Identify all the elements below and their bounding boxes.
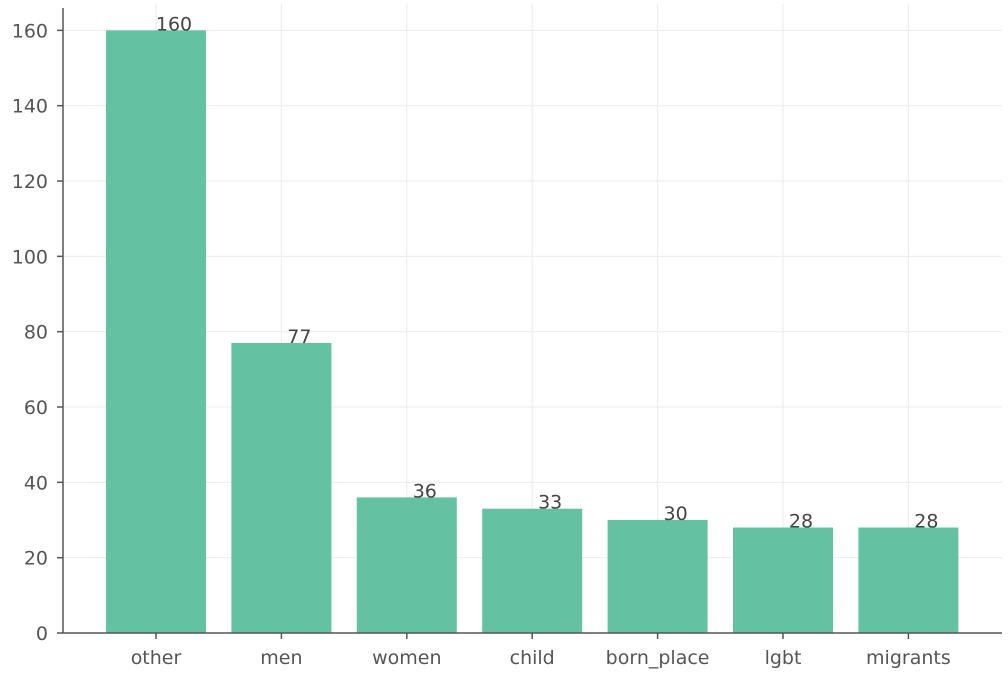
labels: 0 20 40 60 80 100 120 140 160 160 other 77 men 36 wome… [12,13,951,669]
bar-child [482,508,583,633]
bar-other [106,30,206,633]
y-tick-label: 160 [12,20,48,42]
bar-value-label: 28 [789,511,813,533]
y-tick-label: 20 [24,548,48,570]
bar-value-label: 33 [538,492,562,514]
bar-lgbt [733,527,833,633]
y-tick-label: 40 [24,472,48,494]
bar-value-label: 77 [287,326,311,348]
y-tick-label: 100 [12,246,48,268]
bar-value-label: 36 [413,480,437,502]
y-tick-label: 80 [24,322,48,344]
y-tick-label: 60 [24,397,48,419]
x-tick-label: men [260,647,302,669]
bars [106,30,959,633]
bar-women [356,497,457,633]
bar-men [231,342,332,633]
x-tick-label: born_place [606,647,710,669]
bar-born_place [607,520,708,633]
axes [57,8,1002,639]
bar-value-label: 28 [914,511,938,533]
y-tick-label: 120 [12,171,48,193]
x-tick-label: other [131,647,182,669]
x-tick-label: migrants [866,647,951,669]
x-tick-label: women [372,647,441,669]
x-tick-label: child [510,647,555,669]
x-tick-label: lgbt [765,647,802,669]
bar-migrants [858,527,959,633]
bar-value-label: 30 [664,503,688,525]
y-tick-label: 140 [12,96,48,118]
bar-value-label: 160 [156,13,192,35]
y-tick-label: 0 [36,623,48,645]
